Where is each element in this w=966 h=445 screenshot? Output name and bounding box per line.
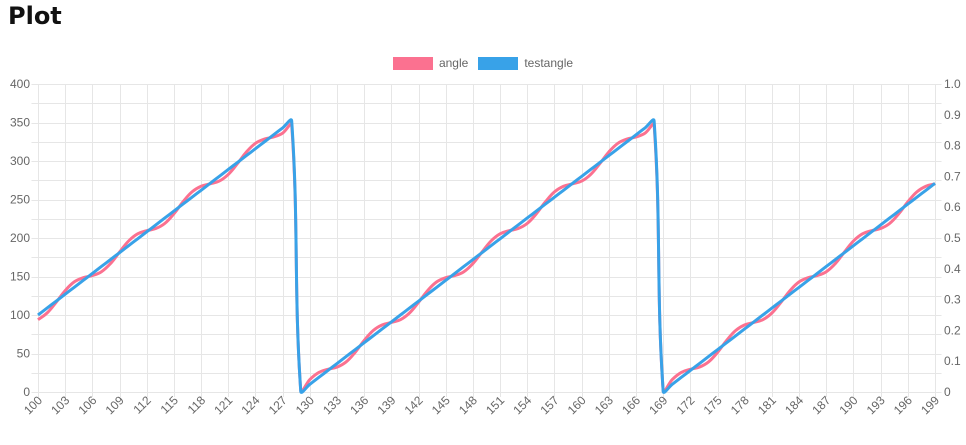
x-tick-label: 196: [891, 393, 915, 417]
x-tick-label: 130: [293, 393, 317, 417]
y-left-tick-label: 250: [10, 193, 30, 207]
x-tick-label: 136: [347, 393, 371, 417]
y-right-tick-label: 0: [944, 385, 951, 399]
y-right-tick-label: 0.1: [944, 354, 961, 368]
y-right-tick-label: 0.4: [944, 262, 961, 276]
x-tick-label: 166: [619, 393, 643, 417]
y-right-tick-label: 0.7: [944, 169, 961, 183]
y-right-tick-label: 0.9: [944, 108, 961, 122]
x-tick-label: 184: [782, 393, 806, 417]
x-tick-label: 151: [483, 393, 507, 417]
x-tick-label: 127: [266, 393, 290, 417]
y-left-tick-label: 400: [10, 77, 30, 91]
y-left-tick-label: 300: [10, 154, 30, 168]
legend-item-angle[interactable]: angle: [392, 56, 469, 70]
legend-item-testangle[interactable]: testangle: [478, 57, 573, 70]
x-tick-label: 187: [809, 393, 833, 417]
x-tick-label: 133: [320, 393, 344, 417]
x-tick-label: 175: [701, 393, 725, 417]
x-tick-label: 190: [837, 393, 861, 417]
y-left-tick-label: 50: [17, 347, 31, 361]
x-tick-label: 106: [75, 393, 99, 417]
x-tick-label: 181: [755, 393, 779, 417]
x-tick-label: 103: [48, 393, 72, 417]
x-tick-label: 145: [429, 393, 453, 417]
y-right-tick-label: 0.2: [944, 323, 961, 337]
grid-layer: [31, 84, 942, 397]
x-tick-label: 178: [728, 393, 752, 417]
x-tick-label: 115: [158, 393, 182, 417]
testangle-series-swatch: [478, 57, 519, 70]
x-tick-label: 193: [864, 393, 888, 417]
y-right-tick-label: 0.8: [944, 139, 961, 153]
x-tick-label: 118: [185, 393, 209, 417]
x-tick-label: 163: [592, 393, 616, 417]
y-right-tick-label: 1.0: [944, 77, 961, 91]
series-layer: [37, 118, 936, 394]
x-tick-label: 148: [456, 393, 480, 417]
x-tick-label: 142: [402, 393, 426, 417]
y-right-tick-label: 0.6: [944, 200, 961, 214]
angle-series-swatch: [392, 57, 433, 70]
x-tick-label: 199: [918, 393, 942, 417]
legend-label-testangle: testangle: [524, 56, 574, 70]
y-left-tick-label: 0: [23, 385, 30, 399]
y-left-tick-label: 200: [10, 231, 30, 245]
chart-legend: angle testangle: [0, 57, 966, 70]
x-tick-label: 169: [646, 393, 670, 417]
x-tick-label: 157: [538, 393, 562, 417]
y-left-tick-label: 150: [10, 270, 30, 284]
y-left-tick-label: 350: [10, 116, 30, 130]
y-right-tick-label: 0.3: [944, 293, 961, 307]
x-tick-label: 121: [211, 393, 235, 417]
x-tick-label: 154: [510, 393, 534, 417]
x-tick-label: 160: [565, 393, 589, 417]
page-title: Plot: [8, 2, 62, 30]
x-tick-label: 124: [239, 393, 263, 417]
y-right-tick-label: 0.5: [944, 231, 961, 245]
x-tick-label: 139: [374, 393, 398, 417]
y-left-tick-label: 100: [10, 308, 30, 322]
legend-label-angle: angle: [438, 56, 469, 70]
series-testangle-line: [37, 118, 936, 394]
x-tick-label: 109: [103, 393, 127, 417]
x-tick-label: 172: [673, 393, 697, 417]
x-tick-label: 112: [130, 393, 154, 417]
